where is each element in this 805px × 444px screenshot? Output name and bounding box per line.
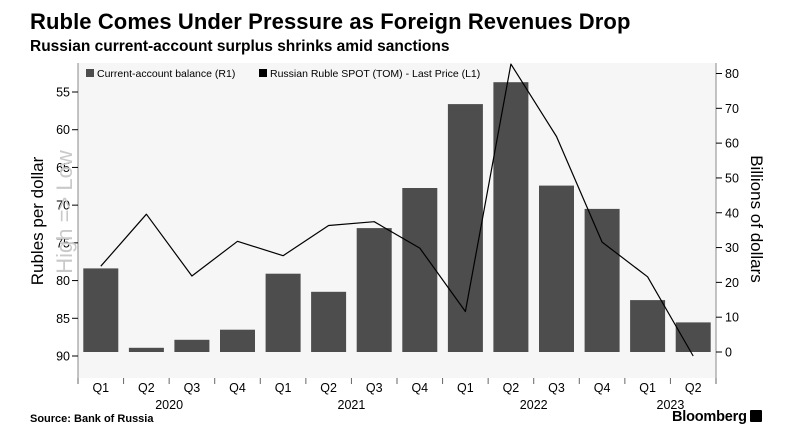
right-axis-tick-label: 50 xyxy=(725,171,739,185)
right-axis-ticks: 0 10 20 30 40 50 60 70 80 xyxy=(716,67,739,360)
left-axis-tick-label: 90 xyxy=(56,350,70,364)
brand-name: Bloomberg xyxy=(672,409,747,425)
x-axis-tick-label: Q4 xyxy=(594,381,611,395)
x-axis-year-label: 2021 xyxy=(338,398,366,412)
source-note: Source: Bank of Russia xyxy=(30,413,154,425)
left-axis-tick-label: 70 xyxy=(56,199,70,213)
right-axis-label: Billions of dollars xyxy=(747,155,766,283)
ruble-price-line xyxy=(100,63,694,357)
current-account-bar xyxy=(174,339,210,352)
x-axis-tick-label: Q2 xyxy=(138,381,155,395)
x-axis-year-label: 2022 xyxy=(520,398,548,412)
x-axis-tick-label: Q2 xyxy=(685,381,702,395)
bars-layer xyxy=(83,82,711,352)
left-axis-watermark: High => Low xyxy=(52,150,77,274)
left-axis-tick-label: 65 xyxy=(56,161,70,175)
x-axis-tick-label: Q2 xyxy=(503,381,520,395)
current-account-bar xyxy=(83,268,119,352)
x-axis-tick-label: Q4 xyxy=(229,381,246,395)
current-account-bar xyxy=(675,322,711,352)
current-account-bar xyxy=(630,300,666,352)
x-axis-year-labels: 2020 2021 2022 2023 xyxy=(155,398,684,412)
right-axis-tick-label: 60 xyxy=(725,137,739,151)
right-axis-tick-label: 40 xyxy=(725,206,739,220)
current-account-bar xyxy=(265,273,301,352)
brand-logo: Bloomberg xyxy=(672,409,762,425)
left-axis-label: Rubles per dollar xyxy=(28,156,47,285)
current-account-bar xyxy=(128,347,164,352)
bloomberg-square-icon xyxy=(749,410,762,422)
chart-title: Ruble Comes Under Pressure as Foreign Re… xyxy=(30,9,631,34)
x-axis-tick-label: Q3 xyxy=(184,381,201,395)
right-axis-tick-label: 10 xyxy=(725,311,739,325)
x-axis-ticks: Q1 Q2 Q3 Q4 Q1 Q2 Q3 Q4 Q1 Q2 Q3 Q4 Q1 Q2 xyxy=(77,378,717,395)
right-axis-tick-label: 70 xyxy=(725,102,739,116)
left-axis-ticks: 55 60 65 70 75 80 85 90 xyxy=(56,86,78,364)
left-axis-tick-label: 85 xyxy=(56,312,70,326)
x-axis-tick-label: Q2 xyxy=(320,381,337,395)
current-account-bar xyxy=(402,188,438,352)
current-account-bar xyxy=(356,228,392,352)
current-account-bar xyxy=(220,329,255,352)
legend: Current-account balance (R1) Russian Rub… xyxy=(86,68,480,80)
current-account-bar xyxy=(447,104,483,352)
x-axis-year-label: 2020 xyxy=(155,398,183,412)
chart-subtitle: Russian current-account surplus shrinks … xyxy=(30,38,450,55)
left-axis-tick-label: 75 xyxy=(56,236,70,250)
left-axis-tick-label: 55 xyxy=(56,86,70,100)
left-axis-tick-label: 80 xyxy=(56,274,70,288)
x-axis-tick-label: Q1 xyxy=(457,381,474,395)
x-axis-tick-label: Q1 xyxy=(92,381,109,395)
legend-swatch-current-account xyxy=(86,69,94,77)
current-account-bar xyxy=(584,208,620,352)
legend-label-current-account: Current-account balance (R1) xyxy=(97,68,235,80)
left-axis-tick-label: 60 xyxy=(56,123,70,137)
right-axis-tick-label: 0 xyxy=(725,346,732,360)
x-axis-tick-label: Q3 xyxy=(366,381,383,395)
right-axis-tick-label: 30 xyxy=(725,241,739,255)
x-axis-year-label: 2023 xyxy=(657,398,685,412)
right-axis-tick-label: 80 xyxy=(725,67,739,81)
current-account-bar xyxy=(311,291,347,352)
current-account-bar xyxy=(539,185,574,352)
x-axis-tick-label: Q1 xyxy=(639,381,656,395)
legend-swatch-ruble xyxy=(259,69,267,77)
legend-label-ruble: Russian Ruble SPOT (TOM) - Last Price (L… xyxy=(270,68,480,80)
x-axis-tick-label: Q3 xyxy=(548,381,565,395)
x-axis-tick-label: Q4 xyxy=(411,381,428,395)
x-axis-tick-label: Q1 xyxy=(275,381,292,395)
current-account-bar xyxy=(493,82,529,352)
right-axis-tick-label: 20 xyxy=(725,276,739,290)
plot-area xyxy=(78,63,716,378)
